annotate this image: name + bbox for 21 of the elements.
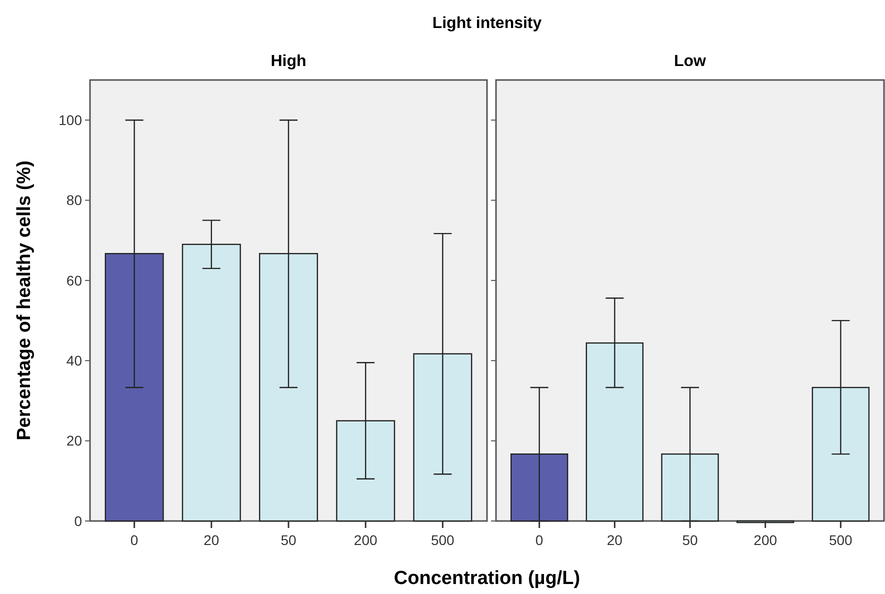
x-tick-label: 500 xyxy=(829,532,853,548)
y-tick-label: 40 xyxy=(66,352,82,369)
chart-subtitle: High xyxy=(270,53,306,70)
x-tick-label: 200 xyxy=(354,532,378,548)
x-tick-label: 200 xyxy=(754,532,778,548)
y-axis-title: Percentage of healthy cells (%) xyxy=(14,160,35,440)
y-tick-label: 100 xyxy=(58,112,82,128)
x-tick-label: 50 xyxy=(682,532,698,548)
y-tick-label: 60 xyxy=(66,272,82,288)
y-tick-label: 20 xyxy=(66,432,82,449)
x-axis-title: Concentration (µg/L) xyxy=(394,568,580,589)
chart-subtitle: Low xyxy=(674,53,707,70)
x-tick-label: 500 xyxy=(430,532,455,548)
x-tick-label: 50 xyxy=(280,532,296,548)
x-tick-label: 0 xyxy=(130,532,138,548)
chart-title: Light intensity xyxy=(432,15,542,32)
x-tick-label: 20 xyxy=(606,532,623,548)
y-tick-label: 0 xyxy=(74,512,82,529)
x-tick-label: 0 xyxy=(535,532,544,548)
y-tick-label: 80 xyxy=(66,192,82,208)
x-tick-label: 20 xyxy=(204,532,220,548)
